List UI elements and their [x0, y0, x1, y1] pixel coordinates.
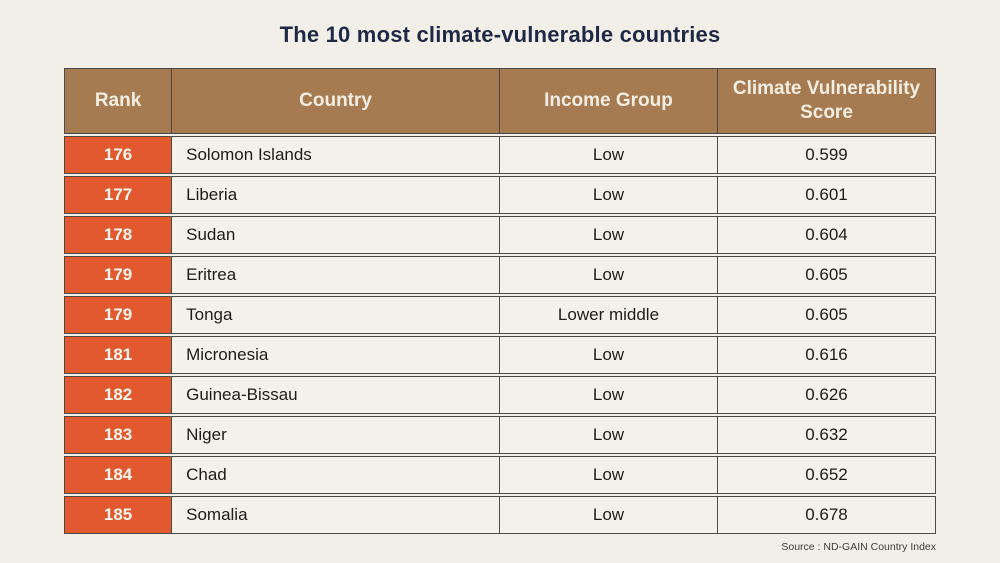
table-header-row: Rank Country Income Group Climate Vulner… — [64, 68, 936, 134]
rank-cell: 179 — [64, 256, 173, 294]
income-group-cell: Low — [499, 416, 718, 454]
income-group-cell: Low — [499, 376, 718, 414]
table-row: 182 Guinea-Bissau Low 0.626 — [64, 376, 936, 414]
rank-cell: 182 — [64, 376, 173, 414]
score-cell: 0.605 — [717, 296, 936, 334]
country-cell: Sudan — [172, 216, 500, 254]
income-group-cell: Low — [499, 496, 718, 534]
header-rank: Rank — [64, 68, 173, 134]
income-group-cell: Low — [499, 176, 718, 214]
income-group-cell: Low — [499, 216, 718, 254]
header-income-group: Income Group — [499, 68, 718, 134]
table-row: 179 Eritrea Low 0.605 — [64, 256, 936, 294]
score-cell: 0.678 — [717, 496, 936, 534]
country-cell: Liberia — [172, 176, 500, 214]
score-cell: 0.626 — [717, 376, 936, 414]
table-row: 185 Somalia Low 0.678 — [64, 496, 936, 534]
table-row: 183 Niger Low 0.632 — [64, 416, 936, 454]
country-cell: Eritrea — [172, 256, 500, 294]
page-title: The 10 most climate-vulnerable countries — [279, 22, 721, 47]
score-cell: 0.604 — [717, 216, 936, 254]
table-row: 178 Sudan Low 0.604 — [64, 216, 936, 254]
country-cell: Somalia — [172, 496, 500, 534]
income-group-cell: Low — [499, 256, 718, 294]
country-cell: Tonga — [172, 296, 500, 334]
rank-cell: 183 — [64, 416, 173, 454]
income-group-cell: Low — [499, 336, 718, 374]
table-row: 179 Tonga Lower middle 0.605 — [64, 296, 936, 334]
score-cell: 0.616 — [717, 336, 936, 374]
vulnerability-table: Rank Country Income Group Climate Vulner… — [64, 66, 936, 536]
rank-cell: 178 — [64, 216, 173, 254]
rank-cell: 181 — [64, 336, 173, 374]
table-row: 181 Micronesia Low 0.616 — [64, 336, 936, 374]
country-cell: Chad — [172, 456, 500, 494]
income-group-cell: Lower middle — [499, 296, 718, 334]
score-cell: 0.605 — [717, 256, 936, 294]
rank-cell: 176 — [64, 136, 173, 174]
table-row: 176 Solomon Islands Low 0.599 — [64, 136, 936, 174]
table-row: 177 Liberia Low 0.601 — [64, 176, 936, 214]
table-row: 184 Chad Low 0.652 — [64, 456, 936, 494]
source-note: Source : ND-GAIN Country Index — [781, 541, 936, 553]
rank-cell: 185 — [64, 496, 173, 534]
country-cell: Niger — [172, 416, 500, 454]
score-cell: 0.601 — [717, 176, 936, 214]
score-cell: 0.652 — [717, 456, 936, 494]
rank-cell: 179 — [64, 296, 173, 334]
rank-cell: 184 — [64, 456, 173, 494]
country-cell: Solomon Islands — [172, 136, 500, 174]
score-cell: 0.632 — [717, 416, 936, 454]
rank-cell: 177 — [64, 176, 173, 214]
header-score: Climate Vulnerability Score — [717, 68, 936, 134]
header-country: Country — [172, 68, 500, 134]
score-cell: 0.599 — [717, 136, 936, 174]
country-cell: Guinea-Bissau — [172, 376, 500, 414]
income-group-cell: Low — [499, 456, 718, 494]
income-group-cell: Low — [499, 136, 718, 174]
country-cell: Micronesia — [172, 336, 500, 374]
